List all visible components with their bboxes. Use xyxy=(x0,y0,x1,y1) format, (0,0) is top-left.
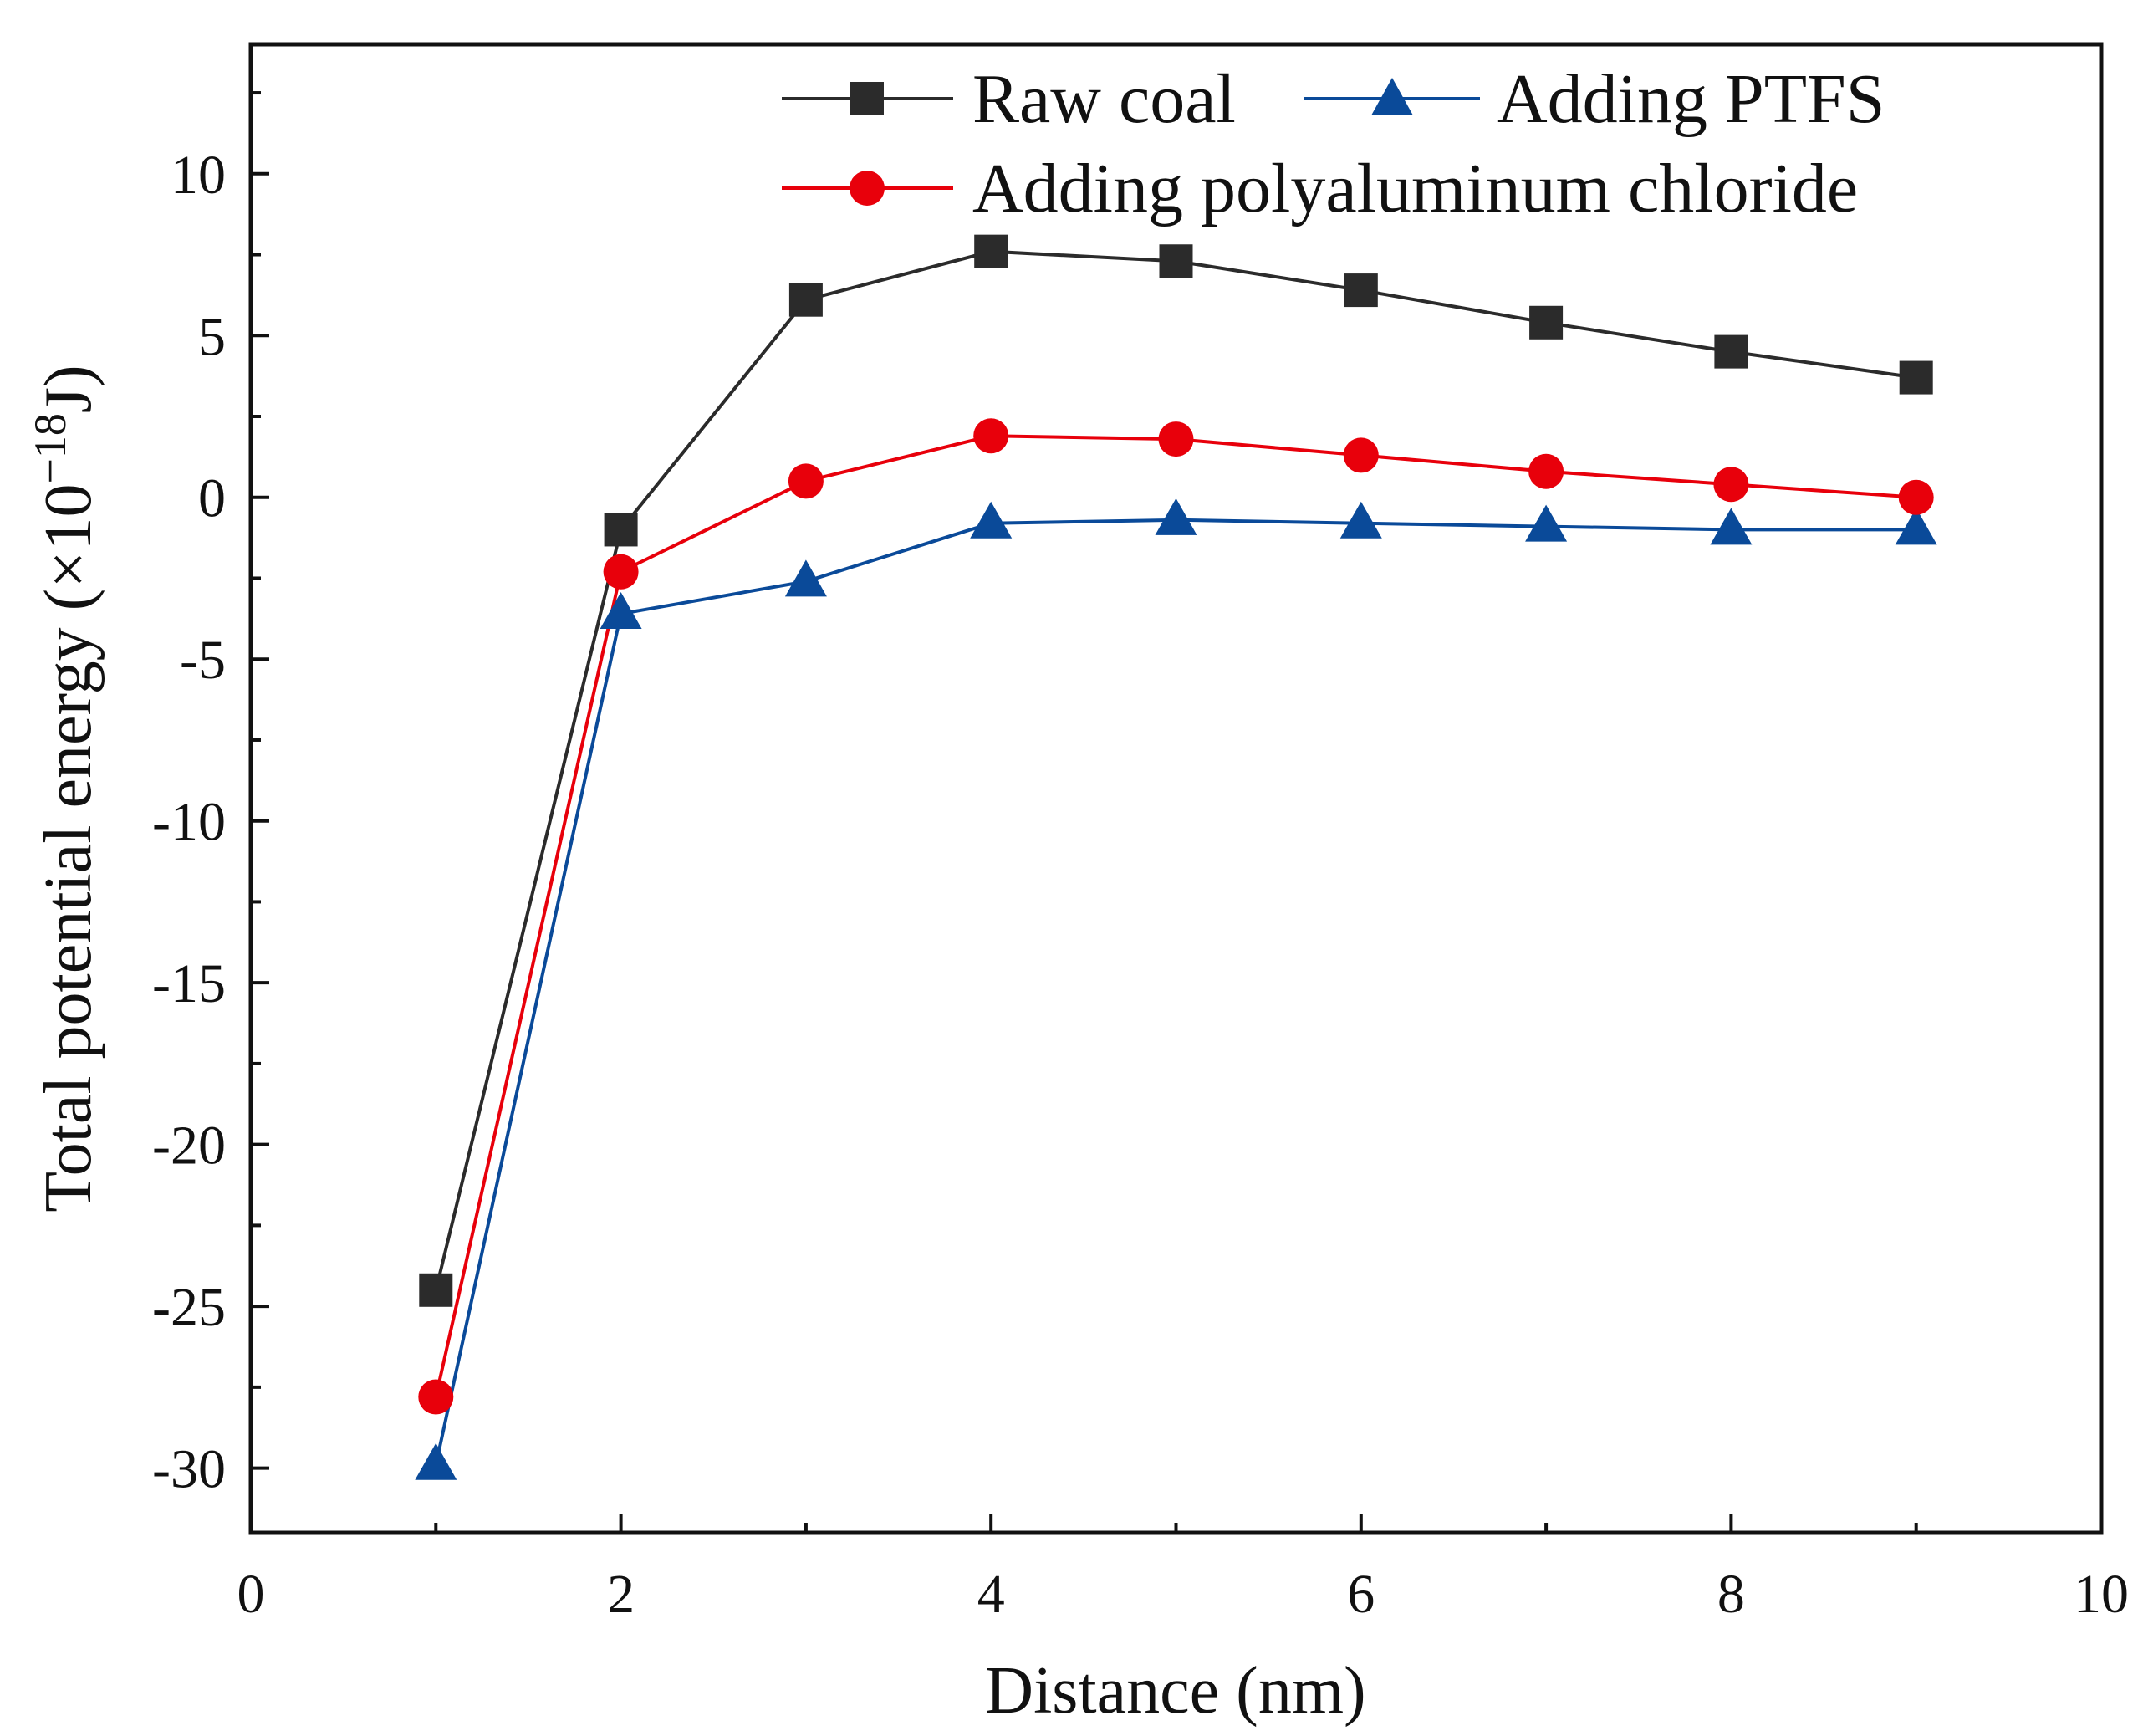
data-point-adding-ptfs xyxy=(1895,508,1937,545)
x-axis-ticks xyxy=(249,1514,2103,1533)
y-axis-title-main: Total potential energy (×10 xyxy=(32,484,105,1213)
y-tick-label: 5 xyxy=(198,306,226,367)
data-point-adding-ptfs xyxy=(784,559,827,597)
x-axis-tick-labels: 0 2 4 6 8 10 xyxy=(237,1564,2130,1625)
data-point-raw-coal xyxy=(419,1273,453,1307)
y-tick-label: -30 xyxy=(152,1439,226,1500)
data-point-adding-ptfs xyxy=(600,592,642,630)
y-axis-ticks xyxy=(251,91,269,1470)
data-point-raw-coal xyxy=(1159,244,1193,278)
legend-marker-adding-ptfs xyxy=(1371,78,1413,115)
x-tick-label: 8 xyxy=(1717,1564,1745,1625)
data-point-adding-polyaluminum-chloride xyxy=(1528,453,1564,489)
data-point-adding-ptfs xyxy=(970,501,1013,539)
x-tick-label: 6 xyxy=(1347,1564,1375,1625)
data-point-raw-coal xyxy=(1344,273,1378,308)
data-point-adding-ptfs xyxy=(1339,501,1382,539)
series-line-raw-coal xyxy=(434,249,1916,1291)
data-point-adding-polyaluminum-chloride xyxy=(1898,479,1934,515)
legend-marker-raw-coal xyxy=(850,82,884,115)
x-tick-label: 2 xyxy=(607,1564,635,1625)
data-point-raw-coal xyxy=(1899,360,1933,395)
y-tick-label: 10 xyxy=(171,145,226,206)
series-line-adding-polyaluminum-chloride xyxy=(434,434,1916,1397)
y-axis-title-unit: J) xyxy=(32,365,105,413)
data-point-adding-ptfs xyxy=(1155,498,1197,535)
data-point-adding-polyaluminum-chloride xyxy=(418,1379,454,1415)
x-axis-title: Distance (nm) xyxy=(985,1654,1365,1728)
x-tick-label: 0 xyxy=(237,1564,265,1625)
legend-label-adding-ptfs: Adding PTFS xyxy=(1497,60,1885,138)
data-point-raw-coal xyxy=(1529,305,1564,340)
y-axis-tick-labels: -30 -25 -20 -15 -10 -5 0 5 10 xyxy=(152,145,226,1500)
series-line-adding-ptfs xyxy=(434,518,1916,1466)
data-point-raw-coal xyxy=(974,234,1008,268)
y-tick-label: -20 xyxy=(152,1116,226,1177)
x-tick-label: 4 xyxy=(977,1564,1005,1625)
legend-marker-adding-polyaluminum-chloride xyxy=(850,171,885,206)
legend-label-raw-coal: Raw coal xyxy=(972,60,1236,138)
y-tick-label: -5 xyxy=(180,630,226,691)
data-point-adding-ptfs xyxy=(415,1442,457,1480)
y-tick-label: -15 xyxy=(152,953,226,1014)
data-point-adding-polyaluminum-chloride xyxy=(603,554,639,590)
data-point-raw-coal xyxy=(788,283,823,317)
data-point-adding-polyaluminum-chloride xyxy=(788,463,824,499)
y-axis-title: Total potential energy (×10−18J) xyxy=(25,365,105,1212)
legend: Raw coal Adding PTFS Adding polyaluminum… xyxy=(782,60,1885,227)
y-tick-label: -10 xyxy=(152,792,226,853)
data-point-adding-ptfs xyxy=(1525,504,1568,542)
y-tick-label: -25 xyxy=(152,1277,226,1338)
series-layer xyxy=(415,234,1937,1480)
data-point-adding-polyaluminum-chloride xyxy=(973,418,1009,454)
y-axis-title-exponent: −18 xyxy=(25,413,75,483)
data-point-adding-ptfs xyxy=(1710,508,1753,545)
data-point-raw-coal xyxy=(1714,334,1748,369)
data-point-raw-coal xyxy=(604,513,638,547)
y-tick-label: 0 xyxy=(198,468,226,529)
data-point-adding-polyaluminum-chloride xyxy=(1158,421,1194,457)
legend-label-adding-polyaluminum-chloride: Adding polyaluminum chloride xyxy=(972,150,1858,227)
data-point-adding-polyaluminum-chloride xyxy=(1343,437,1379,473)
x-tick-label: 10 xyxy=(2074,1564,2129,1625)
data-point-adding-polyaluminum-chloride xyxy=(1713,467,1749,503)
